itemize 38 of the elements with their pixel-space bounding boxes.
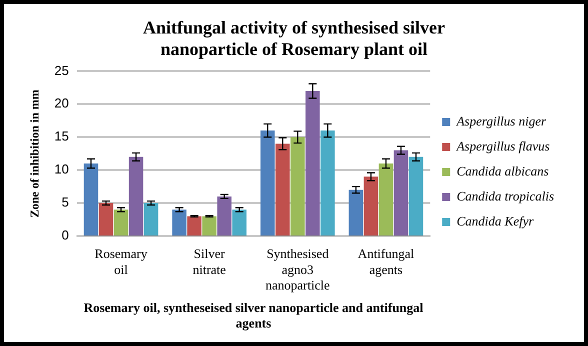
y-tick-label: 5 <box>62 194 69 210</box>
bar <box>98 203 114 236</box>
x-tick-label: Silver nitrate <box>192 246 226 277</box>
legend-label: Aspergillus niger <box>456 113 547 128</box>
legend-label: Aspergillus flavus <box>456 138 550 154</box>
x-tick-label: Antifungal agents <box>358 246 415 277</box>
bar <box>114 210 128 236</box>
legend-label: Candida tropicalis <box>456 188 554 204</box>
bar <box>348 190 364 236</box>
y-tick-label: 0 <box>62 228 69 243</box>
x-tick-label: Rosemary oil <box>94 246 148 277</box>
y-axis-title: Zone of inhibition in mm <box>27 90 42 218</box>
bar <box>202 216 216 236</box>
bar <box>364 176 378 236</box>
bar <box>408 156 424 236</box>
bar <box>260 130 275 236</box>
bar <box>172 210 186 236</box>
bar <box>276 144 290 236</box>
bar <box>187 216 202 236</box>
x-axis-title: Rosemary oil, syntheseised silver nanoparticle and antifungal agents <box>84 300 424 331</box>
bar <box>320 130 335 236</box>
y-tick-label: 10 <box>54 162 69 177</box>
bar <box>128 156 144 236</box>
bar <box>84 163 98 236</box>
bar <box>378 163 394 236</box>
bar <box>306 90 320 236</box>
legend-label: Candida Kefyr <box>456 213 534 228</box>
y-tick-label: 15 <box>54 128 69 144</box>
bar <box>144 203 158 236</box>
bar <box>290 137 305 236</box>
y-tick-label: 20 <box>54 96 69 111</box>
chart-title: Anitfungal activity of synthesised silver nanoparticle of Rosemary plant oil <box>142 17 446 60</box>
bar <box>394 150 408 236</box>
y-tick-label: 25 <box>54 62 69 78</box>
legend-label: Candida albicans <box>456 163 549 178</box>
bar <box>217 196 232 236</box>
bar <box>232 210 246 236</box>
x-tick-label: Synthesised agno3 nanoparticle <box>266 246 330 292</box>
